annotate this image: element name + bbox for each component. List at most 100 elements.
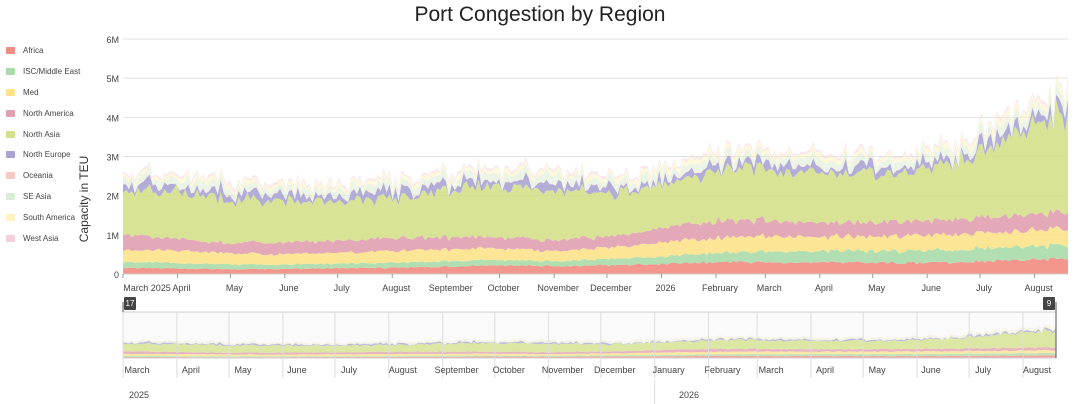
x-tick-label: August xyxy=(1025,283,1054,293)
navigator-tick-label: July xyxy=(341,365,358,375)
legend-label: West Asia xyxy=(23,233,59,243)
x-tick-label: September xyxy=(429,283,473,293)
navigator-tick-label: October xyxy=(493,365,525,375)
legend-swatch xyxy=(6,88,15,96)
legend-swatch xyxy=(6,109,15,117)
navigator-tick-label: February xyxy=(705,365,742,375)
main-area-group xyxy=(123,74,1068,274)
y-tick-label: 6M xyxy=(106,35,119,45)
x-tick-label: May xyxy=(868,283,886,293)
legend-label: Oceania xyxy=(23,171,53,181)
legend-label: North Europe xyxy=(23,150,71,160)
legend-label: South America xyxy=(23,213,76,223)
y-tick-label: 3M xyxy=(106,153,119,163)
navigator-area xyxy=(123,328,1056,353)
navigator-tick-label: March xyxy=(759,365,784,375)
legend-label: SE Asia xyxy=(23,192,52,202)
series-area xyxy=(123,94,1068,208)
x-tick-label: June xyxy=(279,283,299,293)
navigator-area xyxy=(123,324,1056,345)
navigator-tick-label: March xyxy=(124,365,149,375)
series-area xyxy=(123,257,1068,274)
navigator-tick-label: May xyxy=(869,365,887,375)
legend-label: ISC/Middle East xyxy=(23,66,81,76)
x-tick-label: June xyxy=(921,283,941,293)
navigator-tick-label: April xyxy=(816,365,834,375)
navigator-tick-label: August xyxy=(1023,365,1052,375)
navigator-tick-label: July xyxy=(975,365,992,375)
y-tick-label: 0 xyxy=(114,270,119,280)
x-tick-label: April xyxy=(815,283,833,293)
legend-label: North America xyxy=(23,108,74,118)
x-tick-label: July xyxy=(334,283,351,293)
navigator-area xyxy=(123,346,1056,355)
legend: Africa ISC/Middle East Med North America Nor… xyxy=(6,40,116,249)
x-tick-label: 2026 xyxy=(655,283,675,293)
legend-item[interactable]: North America xyxy=(6,103,116,124)
legend-swatch xyxy=(6,214,15,222)
legend-swatch xyxy=(6,172,15,180)
series-area xyxy=(123,76,1068,198)
legend-item[interactable]: Med xyxy=(6,82,116,103)
x-tick-label: December xyxy=(590,283,632,293)
y-tick-label: 4M xyxy=(106,113,119,123)
navigator-left-handle[interactable]: 17 xyxy=(124,297,136,310)
x-tick-label: July xyxy=(976,283,993,293)
navigator-window xyxy=(122,311,1057,359)
navigator-area xyxy=(123,324,1056,345)
navigator-tick-label: April xyxy=(182,365,200,375)
navigator-area xyxy=(123,325,1056,346)
series-area xyxy=(123,74,1068,194)
series-area xyxy=(123,243,1068,270)
legend-label: Med xyxy=(23,87,39,97)
navigator-tick-label: September xyxy=(435,365,479,375)
navigator-tick-label: June xyxy=(921,365,941,375)
series-area xyxy=(123,81,1068,203)
chart-title: Port Congestion by Region xyxy=(414,3,666,26)
legend-swatch xyxy=(6,130,15,138)
navigator-tick-label: November xyxy=(542,365,584,375)
x-tick-label: May xyxy=(226,283,244,293)
navigator-area xyxy=(123,355,1056,358)
x-tick-label: March xyxy=(757,283,782,293)
navigator-right-handle[interactable]: 9 xyxy=(1043,297,1055,310)
legend-swatch xyxy=(6,234,15,242)
navigator-tick-label: December xyxy=(594,365,636,375)
navigator-area xyxy=(123,352,1056,358)
legend-label: North Asia xyxy=(23,129,60,139)
navigator-tick-label: August xyxy=(389,365,418,375)
x-tick-label: October xyxy=(488,283,520,293)
legend-swatch xyxy=(6,151,15,159)
legend-item[interactable]: North Asia xyxy=(6,124,116,145)
legend-item[interactable]: Africa xyxy=(6,40,116,61)
legend-item[interactable]: South America xyxy=(6,207,116,228)
navigator-tick-label: January xyxy=(653,365,686,375)
series-area xyxy=(123,99,1068,245)
legend-item[interactable]: ISC/Middle East xyxy=(6,61,116,82)
legend-swatch xyxy=(6,67,15,75)
legend-item[interactable]: North Europe xyxy=(6,144,116,165)
navigator-tick-label: May xyxy=(234,365,252,375)
y-tick-label: 5M xyxy=(106,74,119,84)
legend-item[interactable]: Oceania xyxy=(6,165,116,186)
legend-label: Africa xyxy=(23,45,44,55)
x-tick-label: February xyxy=(702,283,739,293)
series-area xyxy=(123,225,1068,266)
navigator-tick-label: June xyxy=(287,365,307,375)
navigator-year-label: 2025 xyxy=(129,390,150,400)
series-area xyxy=(123,209,1068,256)
legend-item[interactable]: SE Asia xyxy=(6,186,116,207)
legend-item[interactable]: West Asia xyxy=(6,228,116,249)
y-tick-label: 1M xyxy=(106,231,119,241)
navigator-year-label: 2026 xyxy=(679,390,700,400)
x-tick-label: August xyxy=(382,283,411,293)
legend-swatch xyxy=(6,46,15,54)
navigator-area xyxy=(123,327,1056,347)
y-tick-label: 2M xyxy=(106,192,119,202)
x-tick-label: April xyxy=(173,283,191,293)
navigator-area-group xyxy=(123,324,1056,358)
x-tick-label: March 2025 xyxy=(123,283,171,293)
legend-swatch xyxy=(6,193,15,201)
x-tick-label: November xyxy=(537,283,579,293)
